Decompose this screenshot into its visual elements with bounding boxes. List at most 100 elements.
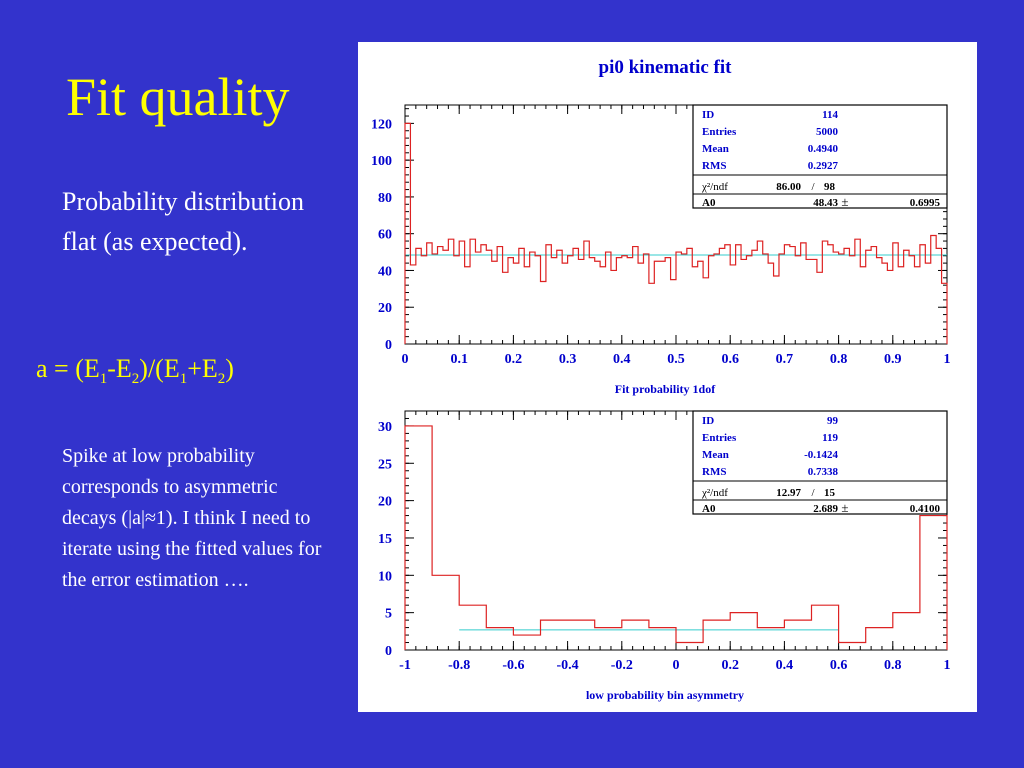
- x-tick-label: 0.6: [721, 352, 739, 367]
- histogram-bin: [622, 256, 627, 344]
- stats-label: Mean: [702, 449, 729, 461]
- histogram-bin: [893, 243, 898, 344]
- histogram-bin: [573, 248, 578, 344]
- param-value: 48.43: [813, 197, 838, 209]
- stats-value: 5000: [816, 126, 839, 138]
- histogram-outline: [404, 425, 948, 650]
- histogram-bin: [503, 272, 508, 344]
- histogram-bin: [557, 250, 562, 344]
- histogram-bin: [942, 283, 947, 344]
- y-tick-label: 0: [385, 338, 392, 353]
- stats-value: 0.2927: [808, 160, 839, 172]
- formula-symbol: a: [36, 354, 48, 383]
- histogram-bin: [432, 254, 437, 344]
- histogram-bin: [530, 252, 535, 344]
- histogram-bin: [925, 263, 930, 344]
- histogram-bin: [709, 256, 714, 344]
- y-tick-label: 0: [385, 644, 392, 659]
- histogram-bin: [465, 267, 470, 344]
- histogram-bin: [822, 241, 827, 344]
- histogram-bin: [860, 267, 865, 344]
- histogram-bin: [839, 254, 844, 344]
- histogram-bin: [757, 241, 762, 344]
- y-tick-label: 20: [378, 301, 392, 316]
- histogram-bin: [459, 605, 486, 650]
- histogram-bin: [936, 248, 941, 344]
- stats-value: 114: [822, 109, 838, 121]
- histogram-bin: [784, 245, 789, 344]
- histogram-bin: [893, 613, 920, 650]
- histogram-bin: [649, 628, 676, 650]
- histogram-bin: [909, 256, 914, 344]
- histogram-bin: [790, 247, 795, 344]
- histogram-bin: [719, 248, 724, 344]
- histogram-bin: [736, 245, 741, 344]
- histogram-bin: [866, 628, 893, 650]
- y-tick-label: 5: [385, 607, 392, 622]
- x-axis-label: low probability bin asymmetry: [586, 688, 744, 702]
- histogram-bin: [741, 259, 746, 344]
- param-name: A0: [702, 503, 716, 515]
- stats-label: ID: [702, 415, 714, 427]
- stats-label: Entries: [702, 432, 737, 444]
- histogram-bin: [475, 252, 480, 344]
- histogram-bin: [795, 256, 800, 344]
- x-tick-label: 0.1: [450, 352, 468, 367]
- histogram-bin: [692, 267, 697, 344]
- histogram-bin: [541, 281, 546, 344]
- histogram-bin: [508, 258, 513, 344]
- histogram-bin: [416, 248, 421, 344]
- y-tick-label: 40: [378, 264, 392, 279]
- histogram-bin: [828, 245, 833, 344]
- stats-value: -0.1424: [804, 449, 838, 461]
- stats-value: 0.4940: [808, 143, 839, 155]
- histogram-bin: [714, 254, 719, 344]
- stats-label: RMS: [702, 160, 726, 172]
- y-tick-label: 30: [378, 420, 392, 435]
- formula-subscript: 1: [179, 371, 188, 388]
- histogram-bin: [486, 628, 513, 650]
- histogram-bin: [638, 263, 643, 344]
- stats-value: 0.7338: [808, 466, 839, 478]
- stats-box: [692, 104, 948, 209]
- histogram-bin: [920, 516, 947, 650]
- histogram-bin: [643, 254, 648, 344]
- histogram-bin: [763, 254, 768, 344]
- x-tick-label: 0.8: [830, 352, 848, 367]
- asymmetry-formula: a = (E1-E2)/(E1+E2): [36, 352, 234, 396]
- histogram-bin: [410, 265, 415, 344]
- histogram-bin: [578, 259, 583, 344]
- histogram-bin: [448, 239, 453, 344]
- histogram-bin: [519, 248, 524, 344]
- histogram-bin: [486, 250, 491, 344]
- histogram-bin: [676, 252, 681, 344]
- formula-part: +E: [187, 354, 218, 383]
- histogram-outline: [404, 122, 948, 344]
- bullet-text-spike: Spike at low probability corresponds to …: [62, 445, 322, 591]
- y-tick-label: 10: [378, 569, 392, 584]
- histogram-bin: [606, 252, 611, 344]
- histogram-bin: [877, 258, 882, 344]
- formula-subscript: 1: [99, 371, 108, 388]
- histogram-bin: [887, 270, 892, 344]
- histogram-bin: [671, 280, 676, 344]
- histogram-bin: [904, 250, 909, 344]
- histogram-bin: [871, 247, 876, 344]
- x-tick-label: 1: [944, 352, 951, 367]
- param-plus-minus: ±: [841, 500, 848, 515]
- histogram-bin: [725, 245, 730, 344]
- histogram-bin: [438, 247, 443, 344]
- histogram-bin: [812, 605, 839, 650]
- histogram-bin: [535, 256, 540, 344]
- y-tick-label: 60: [378, 228, 392, 243]
- histogram-bin: [681, 254, 686, 344]
- histogram-bin: [931, 236, 936, 344]
- histogram-bin: [833, 252, 838, 344]
- chi2-separator: /: [811, 487, 815, 499]
- histogram-bin: [589, 258, 594, 344]
- param-error: 0.6995: [910, 197, 941, 209]
- chi2-label: χ²/ndf: [701, 181, 728, 193]
- histogram-bin: [551, 258, 556, 344]
- histogram-bin: [459, 241, 464, 344]
- histogram-bin: [855, 239, 860, 344]
